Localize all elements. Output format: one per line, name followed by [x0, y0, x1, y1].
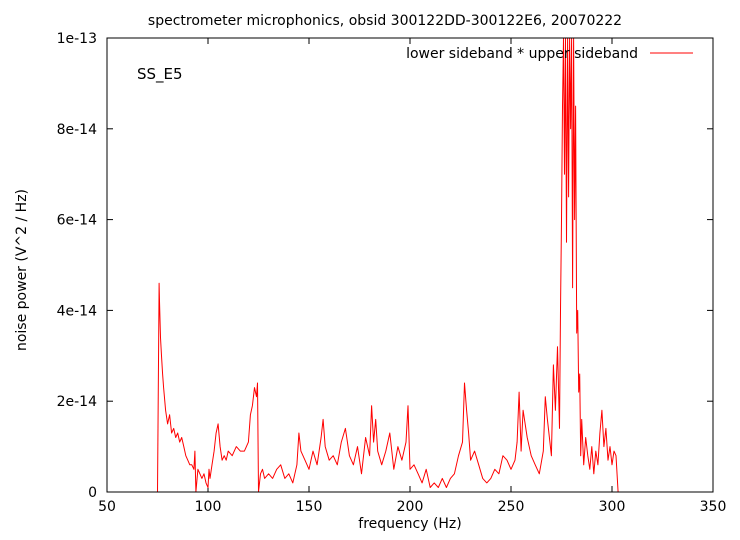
x-tick-label: 50: [98, 499, 116, 515]
legend-label: lower sideband * upper sideband: [406, 46, 638, 62]
axis-ticks: 50 100 150 200 250 300 350 0 2e-14 4e-14 6e-14 8e-1…: [57, 31, 727, 515]
x-tick-label: 150: [296, 499, 323, 515]
y-tick-label: 2e-14: [57, 394, 97, 410]
x-tick-label: 200: [397, 499, 424, 515]
y-tick-label: 6e-14: [57, 213, 97, 229]
x-tick-label: 300: [599, 499, 626, 515]
x-tick-label: 100: [195, 499, 222, 515]
annotation-label: SS_E5: [137, 65, 183, 84]
chart-title: spectrometer microphonics, obsid 300122D…: [148, 13, 622, 29]
x-axis-label: frequency (Hz): [358, 516, 461, 532]
y-tick-label: 1e-13: [57, 31, 97, 47]
y-axis-label: noise power (V^2 / Hz): [14, 189, 30, 351]
y-tick-label: 0: [88, 485, 97, 501]
y-tick-label: 4e-14: [57, 303, 97, 319]
x-tick-label: 350: [700, 499, 727, 515]
x-tick-label: 250: [498, 499, 525, 515]
plot-frame: [106, 37, 714, 493]
y-tick-label: 8e-14: [57, 122, 97, 138]
series-line: [157, 37, 619, 493]
legend: lower sideband * upper sideband: [406, 46, 693, 62]
